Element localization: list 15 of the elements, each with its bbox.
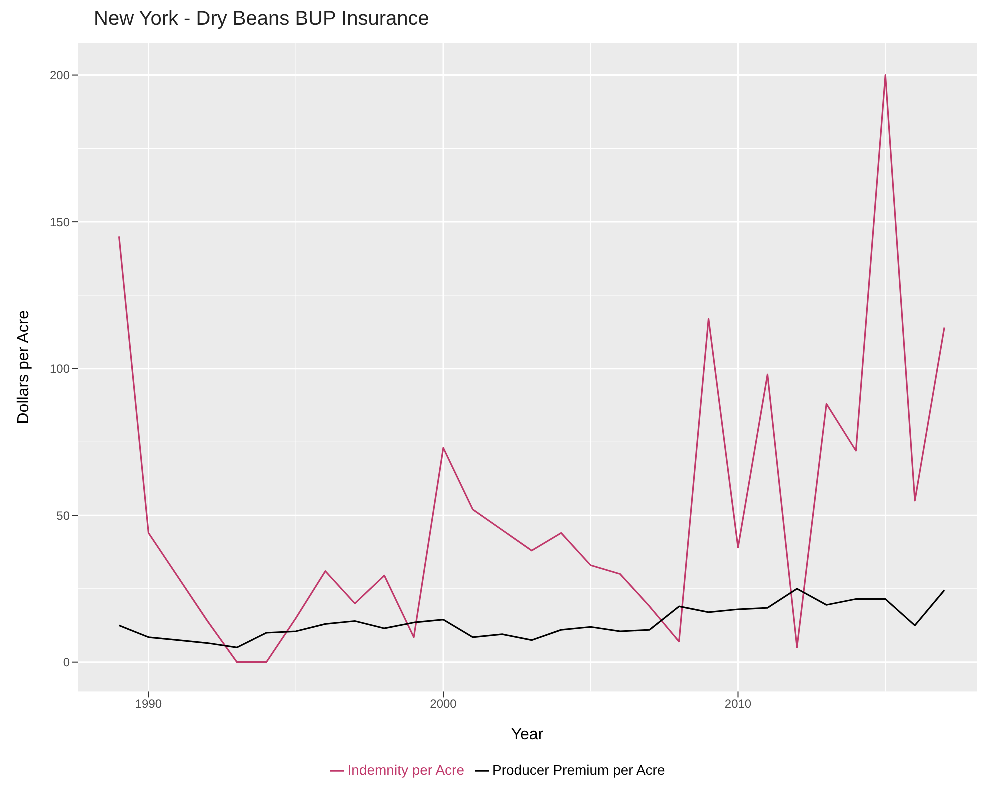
x-tick-label: 2000 xyxy=(430,697,458,712)
legend-label: Indemnity per Acre xyxy=(348,762,464,778)
y-tick-label: 100 xyxy=(50,362,70,376)
x-tick-label: 1990 xyxy=(135,697,162,712)
legend-label: Producer Premium per Acre xyxy=(492,762,666,778)
x-axis-title: Year xyxy=(511,726,544,744)
line-series xyxy=(118,74,946,664)
y-axis-title: Dollars per Acre xyxy=(16,310,33,424)
x-tick-label: 2010 xyxy=(724,697,752,712)
line-series xyxy=(118,588,946,648)
y-tick-label: 150 xyxy=(50,215,70,230)
y-tick-label: 200 xyxy=(50,68,70,83)
y-tick-label: 50 xyxy=(56,508,70,523)
y-tick-label: 0 xyxy=(63,656,70,670)
chart-title: New York - Dry Beans BUP Insurance xyxy=(93,8,430,32)
